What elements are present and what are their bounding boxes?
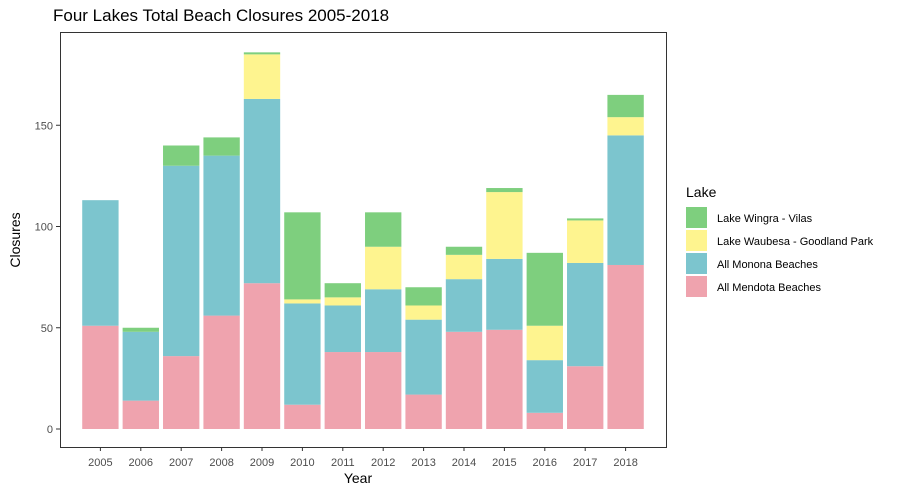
x-tick-label: 2015 <box>492 457 516 469</box>
bars-layer <box>82 52 644 429</box>
bar-2010-lake-waubesa-goodland-park <box>284 299 321 304</box>
bar-2008-lake-wingra-vilas <box>203 137 240 156</box>
bar-2016-lake-waubesa-goodland-park <box>526 325 563 361</box>
legend-label-lake-wingra-vilas: Lake Wingra - Vilas <box>717 213 813 225</box>
x-tick-label: 2010 <box>290 457 314 469</box>
legend-label-all-mendota-beaches: All Mendota Beaches <box>717 282 821 294</box>
bar-2014-all-monona-beaches <box>445 279 483 332</box>
bar-2011-all-mendota-beaches <box>324 352 361 429</box>
bar-2018-all-monona-beaches <box>607 135 644 265</box>
legend-key-lake-waubesa-goodland-park <box>686 230 707 251</box>
bar-2006-lake-wingra-vilas <box>122 327 159 332</box>
x-tick-label: 2007 <box>169 457 193 469</box>
bar-2011-lake-wingra-vilas <box>324 283 361 298</box>
x-tick-label: 2009 <box>250 457 274 469</box>
bar-2016-all-mendota-beaches <box>526 412 563 429</box>
bar-2006-all-mendota-beaches <box>122 400 159 429</box>
x-tick-label: 2006 <box>129 457 153 469</box>
bar-2013-all-monona-beaches <box>405 319 442 395</box>
bar-2013-lake-wingra-vilas <box>405 287 442 306</box>
bar-2012-lake-wingra-vilas <box>365 212 402 247</box>
bar-2006-all-monona-beaches <box>122 331 159 401</box>
bar-2017-lake-waubesa-goodland-park <box>567 220 604 263</box>
x-tick-label: 2005 <box>88 457 112 469</box>
bar-2017-all-mendota-beaches <box>567 366 604 429</box>
legend-label-all-monona-beaches: All Monona Beaches <box>717 259 818 271</box>
bar-2011-lake-waubesa-goodland-park <box>324 297 361 306</box>
x-tick-label: 2011 <box>331 457 355 469</box>
bar-2016-all-monona-beaches <box>526 360 563 413</box>
x-tick-label: 2014 <box>452 457 476 469</box>
bar-2005-all-monona-beaches <box>82 200 119 326</box>
x-tick-label: 2018 <box>613 457 637 469</box>
y-axis: 0 50 100 150 <box>35 120 60 436</box>
legend-key-all-mendota-beaches <box>686 276 707 297</box>
legend: Lake Lake Wingra - Vilas Lake Waubesa - Go… <box>686 184 874 297</box>
bar-2012-all-monona-beaches <box>365 289 402 353</box>
bar-2018-all-mendota-beaches <box>607 264 644 429</box>
bar-2008-all-mendota-beaches <box>203 315 240 429</box>
bar-2007-lake-wingra-vilas <box>163 145 200 166</box>
bar-2017-lake-wingra-vilas <box>567 218 604 221</box>
bar-2016-lake-wingra-vilas <box>526 252 563 326</box>
bar-2010-lake-wingra-vilas <box>284 212 321 300</box>
bar-2017-all-monona-beaches <box>567 262 604 367</box>
bar-2013-lake-waubesa-goodland-park <box>405 305 442 320</box>
bar-2014-all-mendota-beaches <box>445 331 483 429</box>
bar-2010-all-mendota-beaches <box>284 404 321 429</box>
y-tick-label: 50 <box>41 323 53 335</box>
y-tick-label: 0 <box>47 424 53 436</box>
x-tick-label: 2017 <box>573 457 597 469</box>
bar-2011-all-monona-beaches <box>324 305 361 353</box>
y-tick-label: 150 <box>35 120 53 132</box>
bar-2015-lake-wingra-vilas <box>486 188 523 193</box>
bar-2007-all-mendota-beaches <box>163 356 200 429</box>
bar-2012-all-mendota-beaches <box>365 352 402 429</box>
bar-2013-all-mendota-beaches <box>405 394 442 429</box>
x-axis: 2005 2006 2007 2008 2009 2010 2011 2012 2013 2014… <box>88 447 638 469</box>
bar-2015-lake-waubesa-goodland-park <box>486 192 523 259</box>
x-tick-label: 2012 <box>371 457 395 469</box>
plot-panel <box>60 32 667 448</box>
bar-2014-lake-waubesa-goodland-park <box>445 254 483 280</box>
legend-key-lake-wingra-vilas <box>686 207 707 228</box>
bar-2007-all-monona-beaches <box>163 165 200 357</box>
bar-2012-lake-waubesa-goodland-park <box>365 246 402 290</box>
legend-label-lake-waubesa-goodland-park: Lake Waubesa - Goodland Park <box>717 236 874 248</box>
bar-2008-all-monona-beaches <box>203 155 240 316</box>
bar-2014-lake-wingra-vilas <box>445 246 483 255</box>
bar-2009-lake-waubesa-goodland-park <box>243 54 281 99</box>
bar-2009-all-mendota-beaches <box>243 283 281 429</box>
bar-2018-lake-waubesa-goodland-park <box>607 117 644 136</box>
legend-key-all-monona-beaches <box>686 253 707 274</box>
bar-2009-lake-wingra-vilas <box>243 52 281 55</box>
bar-2010-all-monona-beaches <box>284 303 321 405</box>
x-axis-title: Year <box>344 470 373 486</box>
bar-2015-all-mendota-beaches <box>486 329 523 429</box>
bar-2009-all-monona-beaches <box>243 98 281 284</box>
x-tick-label: 2016 <box>533 457 557 469</box>
bar-2015-all-monona-beaches <box>486 258 523 330</box>
bar-2018-lake-wingra-vilas <box>607 94 644 118</box>
y-axis-title: Closures <box>7 212 23 267</box>
legend-title: Lake <box>686 184 717 200</box>
x-tick-label: 2008 <box>209 457 233 469</box>
y-tick-label: 100 <box>35 222 53 234</box>
bar-2005-all-mendota-beaches <box>82 325 119 429</box>
x-tick-label: 2013 <box>411 457 435 469</box>
chart-title: Four Lakes Total Beach Closures 2005-201… <box>53 6 390 25</box>
